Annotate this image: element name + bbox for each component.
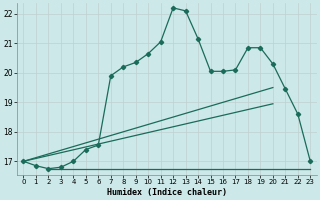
X-axis label: Humidex (Indice chaleur): Humidex (Indice chaleur) [107, 188, 227, 197]
